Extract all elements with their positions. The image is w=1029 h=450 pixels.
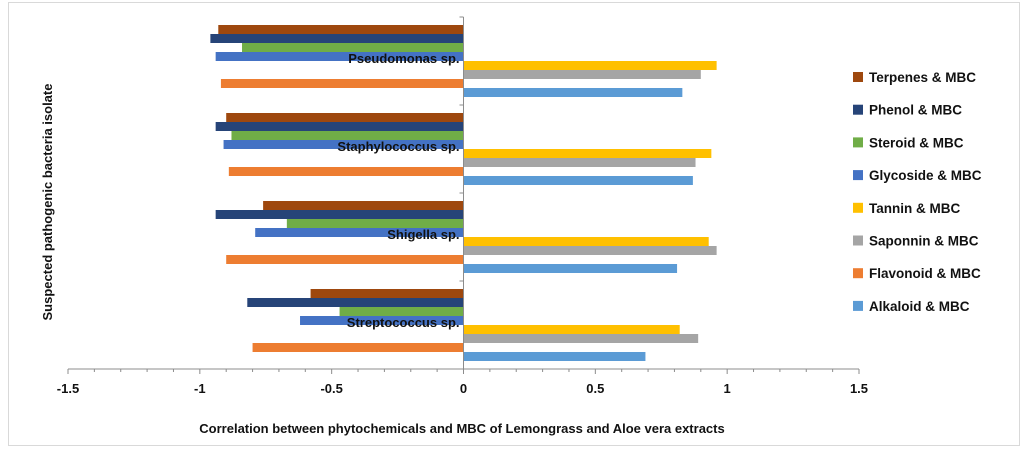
x-tick-label: 1	[724, 381, 731, 396]
bar-steroid-mbc-2	[231, 131, 464, 140]
bar-alkaloid-mbc-0	[463, 352, 646, 361]
legend-label: Saponnin & MBC	[869, 234, 979, 249]
legend-label: Steroid & MBC	[869, 135, 964, 150]
x-tick-label: 0	[460, 381, 467, 396]
bar-tannin-mbc-1	[463, 237, 709, 246]
legend-swatch	[853, 268, 863, 279]
y-axis-title: Suspected pathogenic bacteria isolate	[40, 84, 55, 321]
legend-swatch	[853, 235, 863, 246]
bar-saponnin-mbc-2	[463, 158, 696, 167]
bar-alkaloid-mbc-2	[463, 176, 693, 185]
x-tick-label: 0.5	[586, 381, 604, 396]
x-tick-label: -1.5	[57, 381, 79, 396]
legend-swatch	[853, 300, 863, 311]
bar-terpenes-mbc-0	[310, 289, 464, 298]
bar-flavonoid-mbc-2	[228, 167, 464, 176]
category-label: Staphylococcus sp.	[337, 139, 459, 154]
legend-label: Phenol & MBC	[869, 103, 962, 118]
bar-phenol-mbc-3	[210, 34, 464, 43]
bar-glycoside-mbc-0	[300, 316, 464, 325]
bar-terpenes-mbc-2	[226, 113, 464, 122]
bar-alkaloid-mbc-3	[463, 88, 683, 97]
bar-glycoside-mbc-3	[215, 52, 464, 61]
legend-label: Terpenes & MBC	[869, 70, 976, 85]
bar-glycoside-mbc-2	[223, 140, 464, 149]
bar-tannin-mbc-2	[463, 149, 712, 158]
bar-saponnin-mbc-1	[463, 246, 717, 255]
legend-label: Flavonoid & MBC	[869, 266, 981, 281]
x-tick-label: -0.5	[320, 381, 342, 396]
bar-phenol-mbc-2	[215, 122, 464, 131]
x-tick-label: 1.5	[850, 381, 868, 396]
legend-swatch	[853, 202, 863, 213]
bar-steroid-mbc-0	[339, 307, 464, 316]
legend-swatch	[853, 137, 863, 148]
legend-swatch	[853, 72, 863, 82]
legend-label: Alkaloid & MBC	[869, 299, 970, 314]
legend-label: Glycoside & MBC	[869, 168, 982, 183]
bar-tannin-mbc-3	[463, 61, 717, 70]
bar-saponnin-mbc-0	[463, 334, 699, 343]
axes-layer	[67, 16, 860, 374]
bar-alkaloid-mbc-1	[463, 264, 678, 273]
legend-swatch	[853, 104, 863, 115]
labels-layer: -1.5 -1 -0.5 0 0.5 1 1.5 Streptococcus sp. Shige…	[57, 51, 868, 396]
legend: Terpenes & MBC Phenol & MBC Steroid & MBC G…	[853, 70, 982, 314]
bar-flavonoid-mbc-1	[226, 255, 464, 264]
bar-glycoside-mbc-1	[255, 228, 464, 237]
bar-steroid-mbc-1	[286, 219, 464, 228]
legend-swatch	[853, 170, 863, 181]
bar-terpenes-mbc-3	[218, 25, 464, 34]
x-axis-title: Correlation between phytochemicals and M…	[199, 421, 724, 436]
bar-phenol-mbc-0	[247, 298, 464, 307]
category-label: Shigella sp.	[387, 227, 459, 242]
x-tick-label: -1	[194, 381, 206, 396]
bars-layer	[210, 25, 717, 361]
bar-steroid-mbc-3	[242, 43, 464, 52]
category-label: Streptococcus sp.	[347, 315, 460, 330]
bar-saponnin-mbc-3	[463, 70, 701, 79]
bar-phenol-mbc-1	[215, 210, 464, 219]
category-label: Pseudomonas sp.	[348, 51, 459, 66]
bar-flavonoid-mbc-3	[220, 79, 464, 88]
bar-terpenes-mbc-1	[263, 201, 464, 210]
legend-label: Tannin & MBC	[869, 201, 960, 216]
bar-flavonoid-mbc-0	[252, 343, 464, 352]
bar-tannin-mbc-0	[463, 325, 680, 334]
